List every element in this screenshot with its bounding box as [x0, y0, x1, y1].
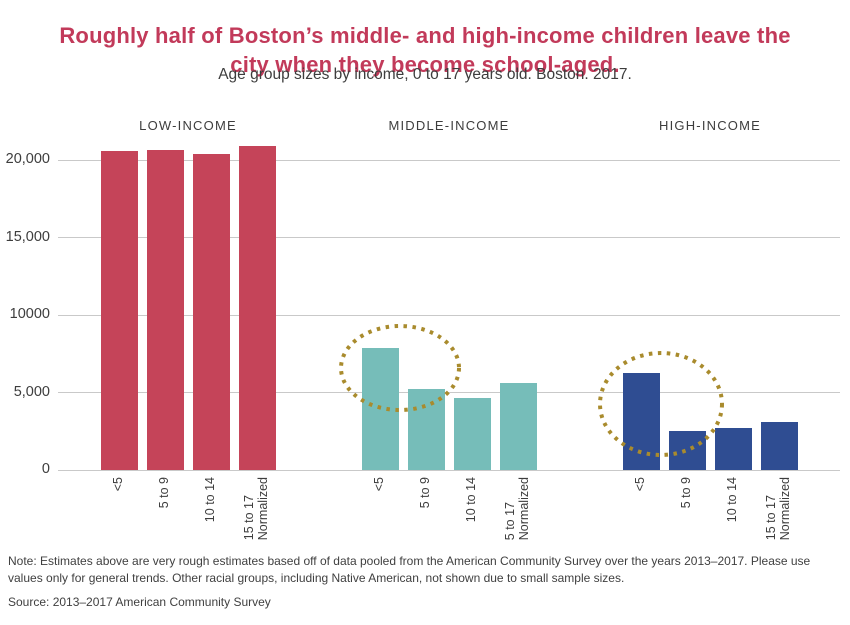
x-axis-tick-label-box: 5 to 9	[662, 477, 712, 508]
y-axis-tick-label-0: 0	[41, 461, 50, 477]
x-axis-tick-label-box: 15 to 17 Normalized	[232, 477, 282, 540]
y-axis-tick-label-20000: 20,000	[5, 151, 50, 167]
x-axis-tick-label-box: <5	[94, 477, 144, 491]
bar-middle-income-under-5	[361, 347, 399, 470]
bar-low-income-under-5	[100, 150, 138, 470]
group-header-high-income: HIGH-INCOME	[658, 118, 762, 133]
bar-middle-income-5-to-9	[407, 389, 445, 470]
x-axis-tick-label-box: 10 to 14	[186, 477, 236, 522]
note-text: Note: Estimates above are very rough est…	[8, 554, 811, 586]
gridline-15000	[58, 237, 840, 238]
x-axis-tick-label-box: 5 to 9	[401, 477, 451, 508]
x-axis-tick-label-box: 5 to 9	[140, 477, 190, 508]
source-text: Source: 2013–2017 American Community Sur…	[8, 595, 271, 609]
x-axis-tick-label-box: 15 to 17 Normalized	[754, 477, 804, 540]
chart-title: Roughly half of Boston’s middle- and hig…	[59, 22, 791, 77]
group-header-middle-income: MIDDLE-INCOME	[388, 118, 510, 133]
x-axis-tick-label-box: 5 to 17 Normalized	[493, 477, 543, 540]
y-axis-tick-label-10000: 10000	[9, 306, 50, 322]
x-axis-tick-label-box: 10 to 14	[447, 477, 497, 522]
x-axis-tick-label-low-income-15-to-17-normalized: 15 to 17 Normalized	[242, 477, 270, 541]
bar-middle-income-5-to-17-normalized	[499, 383, 537, 470]
chart-subtitle: Age group sizes by income, 0 to 17 years…	[218, 66, 632, 83]
x-axis-tick-label-low-income-10-to-14: 10 to 14	[203, 477, 218, 523]
bar-high-income-10-to-14	[714, 428, 752, 470]
y-axis-tick-label-15000: 15,000	[5, 228, 50, 245]
x-axis-tick-label-box: <5	[355, 477, 405, 491]
bar-low-income-10-to-14	[192, 153, 230, 470]
x-axis-tick-label-box: 10 to 14	[708, 477, 758, 522]
x-axis-tick-label-middle-income-10-to-14: 10 to 14	[464, 477, 479, 523]
x-axis-tick-label-box: <5	[616, 477, 666, 491]
x-axis-tick-label-middle-income-5-to-9: 5 to 9	[418, 477, 433, 509]
gridline-10000	[58, 314, 840, 316]
bar-low-income-5-to-9	[146, 149, 184, 470]
gridline-20000	[58, 159, 840, 161]
bar-low-income-15-to-17-normalized	[238, 146, 276, 470]
x-axis-tick-label-middle-income-5-to-17-normalized: 5 to 17 Normalized	[503, 477, 531, 541]
x-axis-tick-label-high-income-15-to-17-normalized: 15 to 17 Normalized	[764, 477, 792, 541]
y-axis-tick-label-5000: 5,000	[13, 383, 50, 400]
gridline-0	[58, 469, 840, 471]
x-axis-tick-label-high-income-5-to-9: 5 to 9	[679, 477, 694, 509]
x-axis-tick-label-high-income-10-to-14: 10 to 14	[725, 477, 740, 523]
x-axis-tick-label-low-income-5-to-9: 5 to 9	[157, 477, 172, 509]
x-axis-tick-label-low-income-under-5: <5	[111, 477, 126, 492]
bar-high-income-under-5	[622, 373, 660, 470]
x-axis-tick-label-middle-income-under-5: <5	[372, 477, 387, 492]
bar-middle-income-10-to-14	[453, 397, 491, 470]
group-header-low-income: LOW-INCOME	[139, 118, 237, 133]
bar-high-income-15-to-17-normalized	[760, 421, 798, 470]
x-axis-tick-label-high-income-under-5: <5	[633, 477, 648, 492]
bar-high-income-5-to-9	[668, 431, 706, 470]
